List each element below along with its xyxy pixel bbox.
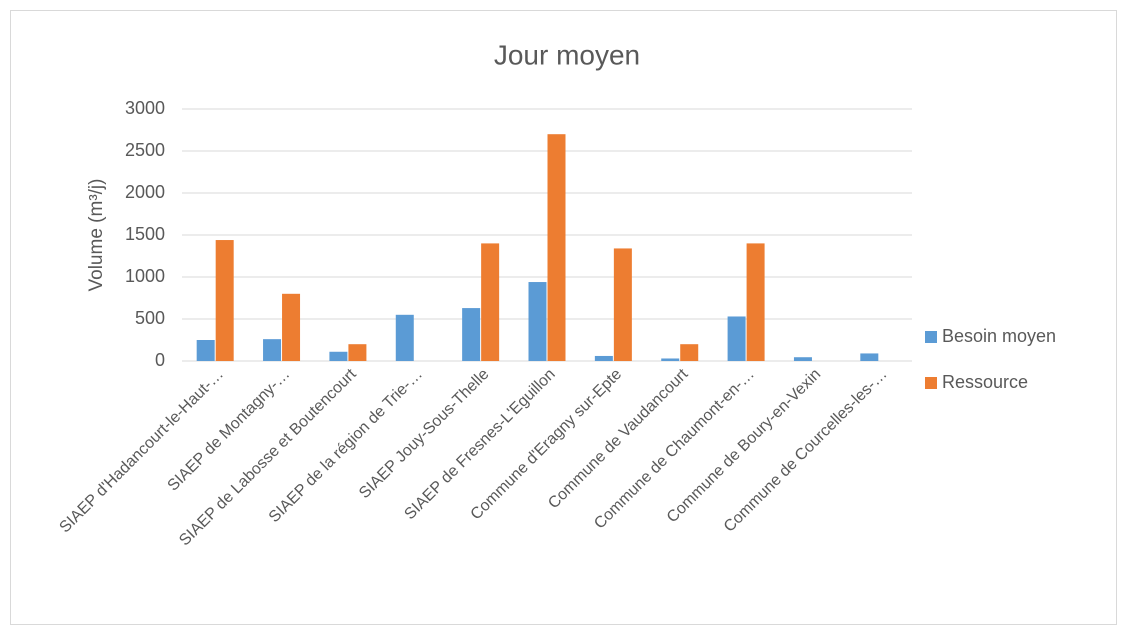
y-tick-label: 0	[155, 350, 165, 370]
bar	[263, 339, 282, 361]
bar	[547, 134, 566, 361]
bar	[528, 282, 547, 361]
bar	[329, 351, 348, 361]
bar	[462, 308, 481, 361]
bar	[746, 243, 765, 361]
bar	[348, 344, 367, 361]
legend-swatch	[925, 331, 937, 343]
y-tick-label: 500	[135, 308, 165, 328]
legend-label: Ressource	[942, 372, 1028, 392]
bar	[613, 248, 632, 361]
y-tick-label: 2000	[125, 182, 165, 202]
bar	[215, 240, 234, 361]
bar	[481, 243, 500, 361]
y-tick-label: 1000	[125, 266, 165, 286]
y-tick-label: 1500	[125, 224, 165, 244]
bar	[395, 314, 414, 361]
y-tick-label: 2500	[125, 140, 165, 160]
legend-label: Besoin moyen	[942, 326, 1056, 346]
bar	[661, 358, 680, 361]
bar	[793, 357, 812, 361]
bar	[196, 340, 215, 361]
y-axis-label: Volume (m³/j)	[86, 179, 107, 292]
bar	[860, 353, 879, 361]
bar	[282, 293, 301, 361]
bar	[680, 344, 699, 361]
bar	[594, 355, 613, 361]
legend-swatch	[925, 377, 937, 389]
chart-title: Jour moyen	[494, 39, 640, 70]
y-tick-label: 3000	[125, 98, 165, 118]
bar	[727, 316, 746, 361]
